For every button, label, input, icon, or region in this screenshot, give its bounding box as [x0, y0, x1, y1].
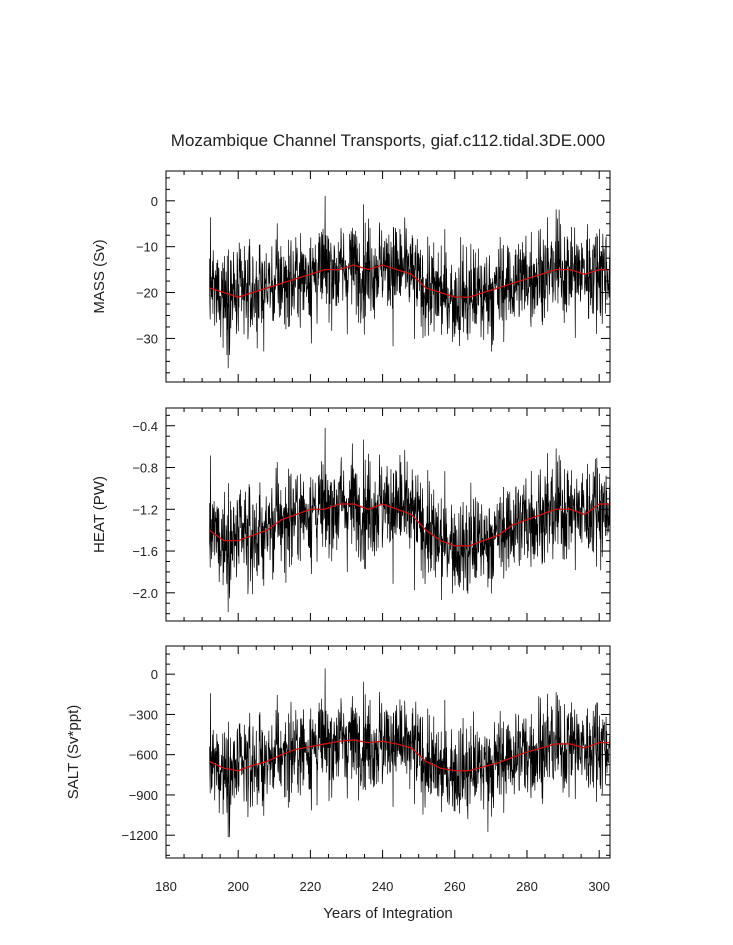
- y-tick-label: −0.8: [132, 461, 158, 476]
- x-tick-label: 300: [588, 879, 610, 894]
- y-tick-label: −30: [136, 331, 158, 346]
- x-tick-label: 280: [516, 879, 538, 894]
- smoothed-series-line: [209, 264, 610, 298]
- panel-frame: [165, 170, 611, 383]
- x-tick-label: 240: [372, 879, 394, 894]
- x-tick-label: 180: [155, 879, 177, 894]
- smoothed-series-line: [209, 739, 610, 772]
- y-tick-label: 0: [151, 194, 158, 209]
- y-tick-label: 0: [151, 667, 158, 682]
- x-tick-label: 200: [227, 879, 249, 894]
- chart-title: Mozambique Channel Transports, giaf.c112…: [171, 131, 605, 150]
- y-tick-label: −0.4: [132, 419, 158, 434]
- panel-frame: [165, 407, 611, 622]
- y-tick-label: −600: [129, 748, 158, 763]
- panel-3: 0 −300 −600 −900 −1200 SALT (Sv*ppt): [65, 645, 611, 859]
- y-axis-label: SALT (Sv*ppt): [65, 705, 82, 799]
- plot-panels: 0 −10 −20 −30 MASS (Sv) −0.4 −0.8 −1.2 −1.6 −2.0 H…: [65, 170, 611, 894]
- panel-frame: [165, 645, 611, 859]
- y-tick-label: −10: [136, 240, 158, 255]
- x-axis-label: Years of Integration: [323, 905, 453, 922]
- y-tick-label: −300: [129, 707, 158, 722]
- raw-series-line: [208, 668, 610, 838]
- raw-series-line: [208, 427, 610, 613]
- y-tick-label: −20: [136, 286, 158, 301]
- x-tick-label: 220: [300, 879, 322, 894]
- y-tick-label: −900: [129, 788, 158, 803]
- y-axis-label: MASS (Sv): [91, 239, 108, 313]
- y-tick-label: −1200: [121, 828, 158, 843]
- y-axis-label: HEAT (PW): [91, 476, 108, 553]
- raw-series-line: [208, 195, 610, 369]
- panel-1: 0 −10 −20 −30 MASS (Sv): [91, 170, 611, 383]
- y-tick-label: −1.6: [132, 544, 158, 559]
- panel-2: −0.4 −0.8 −1.2 −1.6 −2.0 HEAT (PW): [91, 407, 611, 622]
- y-tick-label: −2.0: [132, 586, 158, 601]
- x-tick-label: 260: [444, 879, 466, 894]
- smoothed-series-line: [208, 503, 610, 547]
- y-tick-label: −1.2: [132, 502, 158, 517]
